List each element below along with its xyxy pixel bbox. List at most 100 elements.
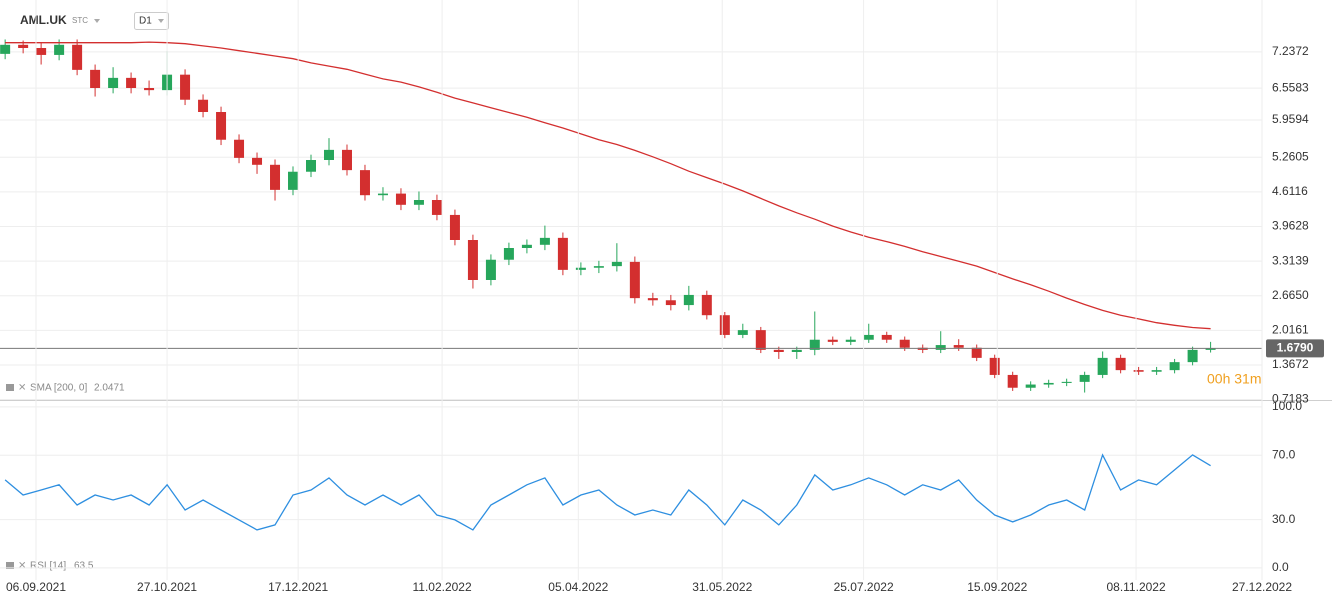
timeframe[interactable]: D1 <box>139 16 152 27</box>
x-tick-label: 31.05.2022 <box>692 580 752 594</box>
candle-body <box>54 44 65 55</box>
y-tick-label: 0.7183 <box>1272 392 1309 406</box>
candle-body <box>0 44 11 54</box>
timeframe-box[interactable] <box>134 12 169 30</box>
candle-body <box>234 139 245 158</box>
candle-body <box>1205 348 1216 350</box>
legend-close[interactable]: ✕ <box>18 561 26 572</box>
candle-body <box>773 349 784 352</box>
candle-body <box>845 339 856 342</box>
legend-value: 2.0471 <box>94 383 125 394</box>
symbol[interactable]: AML.UK <box>20 13 67 27</box>
y-tick-label: 5.2605 <box>1272 149 1309 163</box>
candle-body <box>575 267 586 270</box>
candle-body <box>971 347 982 358</box>
x-tick-label: 15.09.2022 <box>967 580 1027 594</box>
exchange: STC <box>72 16 88 25</box>
dropdown-arrow[interactable] <box>94 19 100 23</box>
candle-body <box>647 298 658 301</box>
candle-body <box>359 170 370 196</box>
candle-body <box>1187 349 1198 363</box>
y-tick-label: 2.0161 <box>1272 323 1309 337</box>
legend-icon[interactable] <box>6 562 14 569</box>
line <box>4 453 1211 531</box>
current-price-label: 1.6790 <box>1277 340 1314 354</box>
y-tick-label: 3.9628 <box>1272 219 1309 233</box>
candle-body <box>881 334 892 340</box>
candle-body <box>611 261 622 267</box>
countdown: 00h 31m <box>1207 371 1261 387</box>
candle-body <box>413 200 424 205</box>
candle-body <box>1043 382 1054 385</box>
candle-body <box>323 149 334 160</box>
y-tick-label: 7.2372 <box>1272 44 1309 58</box>
candle-body <box>395 193 406 205</box>
candle-body <box>126 77 137 88</box>
candle-body <box>521 244 532 248</box>
legend-name: RSI [14] <box>30 561 66 572</box>
x-tick-label: 06.09.2021 <box>6 580 66 594</box>
candle-body <box>1151 370 1162 372</box>
candle-body <box>719 315 730 335</box>
candle-body <box>863 334 874 340</box>
candle-body <box>252 157 263 165</box>
candle-body <box>629 261 640 299</box>
candle-body <box>1133 370 1144 372</box>
candle-body <box>539 237 550 245</box>
candle-body <box>306 160 317 172</box>
candle-body <box>431 200 442 215</box>
candle-body <box>755 330 766 350</box>
candle-body <box>485 259 496 280</box>
legend-icon[interactable] <box>6 384 14 391</box>
candle-body <box>665 300 676 306</box>
candle-body <box>90 69 101 88</box>
legend-value: 63.5 <box>74 561 94 572</box>
candle-body <box>1115 357 1126 371</box>
candle-body <box>18 44 29 48</box>
candle-body <box>593 266 604 268</box>
y-tick-label: 5.9594 <box>1272 112 1309 126</box>
candle-body <box>1097 357 1108 375</box>
legend-name: SMA [200, 0] <box>30 383 87 394</box>
candle-body <box>809 339 820 350</box>
candle-body <box>683 294 694 306</box>
candle-body <box>791 349 802 352</box>
y-tick-label: 1.3672 <box>1272 357 1309 371</box>
y-tick-label: 100.0 <box>1272 399 1302 413</box>
candle-body <box>180 74 191 100</box>
y-tick-label: 6.5583 <box>1272 80 1309 94</box>
candle-body <box>737 330 748 335</box>
candle-body <box>341 149 352 171</box>
candle-body <box>1079 374 1090 382</box>
y-tick-label: 4.6116 <box>1272 184 1308 198</box>
x-tick-label: 11.02.2022 <box>412 580 471 594</box>
x-tick-label: 08.11.2022 <box>1106 580 1165 594</box>
x-tick-label: 27.12.2022 <box>1232 580 1292 594</box>
candle-body <box>377 193 388 196</box>
candle-body <box>216 112 227 140</box>
candle-body <box>1007 374 1018 388</box>
candle-body <box>827 339 838 342</box>
dropdown-arrow[interactable] <box>158 19 164 23</box>
candle-body <box>449 214 460 240</box>
candle-body <box>72 44 83 70</box>
candle-body <box>701 294 712 316</box>
x-tick-label: 17.12.2021 <box>268 580 328 594</box>
legend-close[interactable]: ✕ <box>18 383 26 394</box>
candle-body <box>1169 362 1180 371</box>
candle-body <box>108 77 119 88</box>
candle-body <box>36 48 47 55</box>
x-tick-label: 27.10.2021 <box>137 580 197 594</box>
candle-body <box>198 99 209 112</box>
candle-body <box>503 248 514 260</box>
x-tick-label: 25.07.2022 <box>834 580 894 594</box>
line <box>5 41 1211 330</box>
candle-body <box>1061 381 1072 383</box>
candle-body <box>467 240 478 280</box>
candle-body <box>288 171 299 190</box>
y-tick-label: 2.6650 <box>1272 288 1309 302</box>
candle-body <box>557 237 568 270</box>
x-tick-label: 05.04.2022 <box>548 580 608 594</box>
y-tick-label: 30.0 <box>1272 512 1296 526</box>
